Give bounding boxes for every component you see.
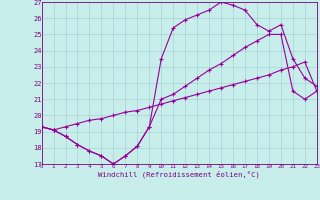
X-axis label: Windchill (Refroidissement éolien,°C): Windchill (Refroidissement éolien,°C) <box>98 170 260 178</box>
